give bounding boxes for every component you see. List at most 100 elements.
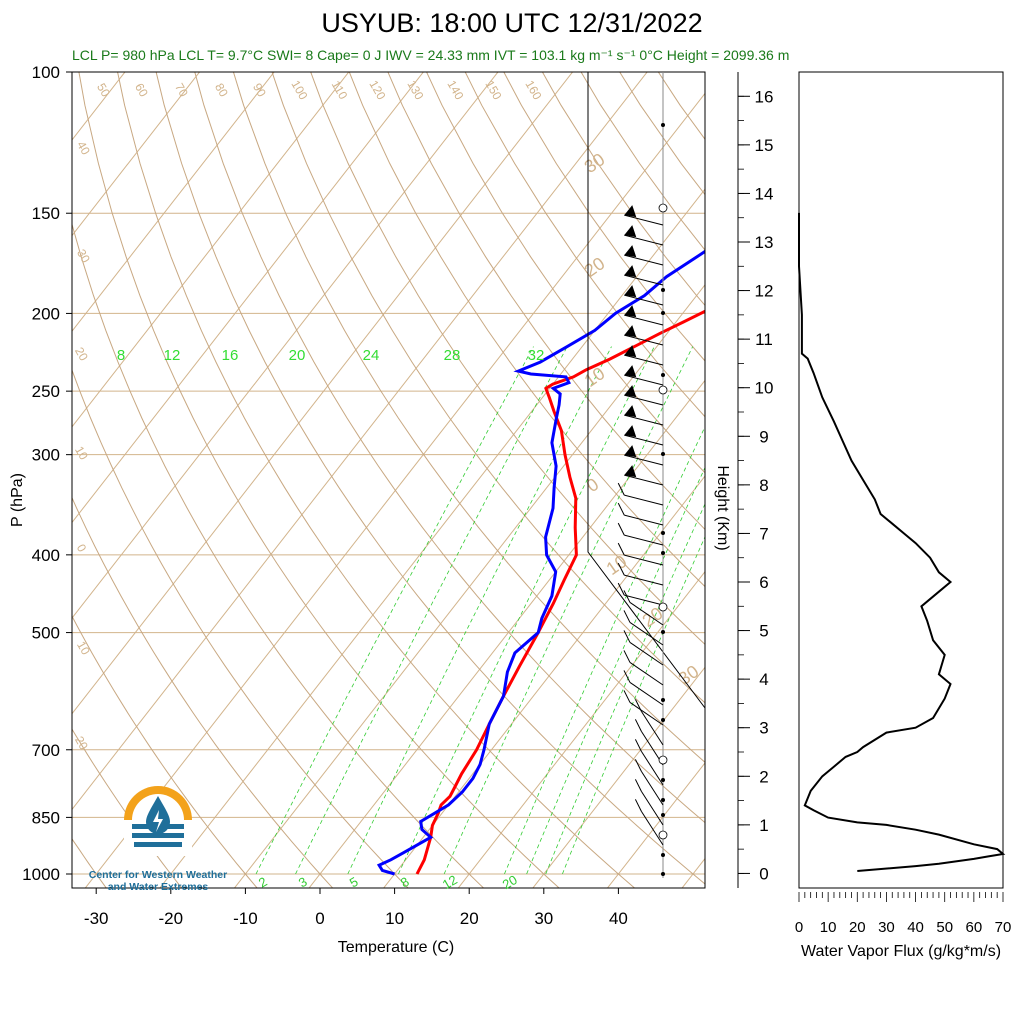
- wind-barb-shaft: [624, 594, 664, 606]
- wind-barb-feather: [634, 719, 642, 732]
- dry-adiabat-label: 10: [74, 639, 93, 658]
- dry-adiabat-label: 160: [522, 78, 544, 103]
- wind-barb: [617, 502, 664, 526]
- wind-barb: [634, 739, 664, 786]
- wind-barb: [623, 630, 664, 666]
- wind-barb: [617, 582, 664, 606]
- isotherm-line: [84, 92, 705, 888]
- wind-barb: [617, 482, 664, 506]
- isotherm-line: [457, 570, 705, 888]
- wind-barb-flag: [624, 365, 637, 378]
- dry-adiabat-label: 0: [74, 542, 90, 555]
- wind-barb-flag: [624, 345, 637, 358]
- level-marker-dot: [661, 698, 665, 702]
- wind-barb-feather: [623, 630, 631, 643]
- wind-barb-flag: [624, 445, 637, 458]
- wind-barb-feather: [634, 739, 642, 752]
- wind-barb: [624, 365, 664, 386]
- wind-barb-shaft: [624, 414, 664, 426]
- y-tick-label: 200: [32, 304, 60, 323]
- wind-barb: [623, 590, 664, 626]
- isotherm-line: [72, 72, 201, 237]
- y-axis-label: P (hPa): [9, 473, 26, 527]
- y-tick-label: 850: [32, 808, 60, 827]
- height-tick-label: 9: [759, 427, 768, 446]
- wind-barb-shaft: [629, 702, 664, 726]
- wind-barb-flag: [624, 305, 637, 318]
- mixing-ratio-label: 20: [289, 347, 306, 364]
- wind-barb: [624, 425, 664, 446]
- dry-adiabat-label: 20: [72, 734, 91, 753]
- dry-adiabat-line: [78, 72, 560, 888]
- wind-barb-feather: [634, 779, 642, 792]
- flux-profile-line: [798, 212, 1006, 872]
- dry-adiabat-label: 10: [72, 444, 91, 463]
- dry-adiabat-line: [72, 496, 334, 888]
- level-marker-dot: [661, 311, 665, 315]
- dry-adiabat-label: 110: [329, 78, 351, 102]
- dry-adiabat-line: [0, 35, 33, 891]
- wind-barb-shaft: [640, 751, 664, 786]
- flux-x-tick-label: 60: [966, 919, 983, 936]
- isotherm-line: [72, 72, 350, 428]
- mixing-ratio-label: 8: [117, 347, 125, 364]
- wind-barb: [624, 225, 664, 246]
- isotherm-line: [308, 379, 705, 888]
- mixing-ratio-label: 32: [528, 347, 545, 364]
- wind-barb-shaft: [629, 642, 664, 666]
- isotherm-line: [754, 35, 1024, 891]
- wind-barb-shaft: [624, 454, 664, 466]
- mixing-ratio-label: 24: [363, 347, 380, 364]
- skewt-frame: [71, 71, 706, 889]
- wind-barb-shaft: [640, 811, 664, 846]
- logo-text-line1: Center for Western Weather: [88, 869, 228, 881]
- height-tick-label: 0: [759, 864, 768, 883]
- dry-adiabat-label: 60: [132, 81, 151, 100]
- dry-adiabat-line: [657, 72, 705, 141]
- dry-adiabat-line: [464, 72, 705, 418]
- flux-x-tick-label: 40: [907, 919, 924, 936]
- mixing-ratio-bottom-label: 12: [440, 872, 460, 892]
- isotherm-line: [159, 188, 705, 888]
- y-tick-label: 300: [32, 446, 60, 465]
- height-axis-label: Height (Km): [714, 465, 731, 550]
- wind-barb-feather: [623, 590, 631, 603]
- mixing-ratio-label: 16: [222, 347, 239, 364]
- wind-barb-flag: [624, 225, 637, 238]
- wind-barb-feather: [617, 562, 625, 576]
- y-tick-label: 700: [32, 741, 60, 760]
- isotherm-line: [72, 72, 126, 141]
- x-axis-label: Temperature (C): [338, 939, 454, 956]
- flux-x-tick-label: 20: [849, 919, 866, 936]
- y-tick-label: 1000: [22, 865, 60, 884]
- wind-barb: [623, 610, 664, 646]
- flux-x-tick-label: 10: [820, 919, 837, 936]
- height-tick-label: 14: [755, 184, 774, 203]
- wind-barb-shaft: [640, 771, 664, 806]
- level-marker-circle: [658, 830, 668, 840]
- series-temperature-line: [415, 309, 705, 875]
- logo-text-line2: and Water Extremes: [107, 881, 209, 893]
- wind-barb-flag: [624, 325, 637, 338]
- mixing-ratio-label: 28: [444, 347, 461, 364]
- wind-barb-flag: [624, 385, 637, 398]
- isotherm-line: [532, 666, 705, 888]
- wind-barb-shaft: [624, 274, 664, 286]
- chart-subtitle: LCL P= 980 hPa LCL T= 9.7°C SWI= 8 Cape=…: [72, 47, 790, 63]
- wind-barb-flag: [624, 205, 637, 218]
- wind-barb-shaft: [640, 711, 664, 746]
- height-tick-label: 2: [759, 767, 768, 786]
- level-marker-dot: [661, 778, 665, 782]
- wind-barb-shaft: [624, 394, 664, 406]
- x-tick-label: 40: [609, 909, 628, 928]
- dry-adiabat-label: 70: [172, 81, 191, 100]
- dry-adiabat-line: [72, 728, 183, 888]
- dry-adiabat-label: 20: [72, 345, 91, 364]
- y-tick-label: 500: [32, 624, 60, 643]
- dry-adiabat-line: [72, 615, 258, 888]
- wind-barb-feather: [634, 799, 642, 812]
- wind-barb: [617, 542, 664, 566]
- wind-barb-shaft: [624, 474, 664, 486]
- mixing-ratio-label: 12: [164, 347, 181, 364]
- wind-barb-feather: [634, 759, 642, 772]
